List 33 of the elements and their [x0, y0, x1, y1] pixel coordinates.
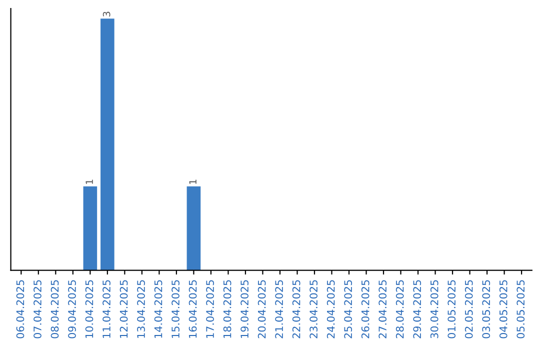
data-label: 3	[102, 12, 110, 16]
x-tick-label: 19.04.2025	[240, 280, 248, 338]
x-tick-label: 29.04.2025	[413, 280, 422, 338]
data-label: 1	[189, 180, 196, 184]
x-tick-label: 16.04.2025	[188, 280, 197, 338]
x-tick-label: 03.05.2025	[482, 280, 490, 338]
x-tick-label: 18.04.2025	[223, 280, 232, 338]
x-tick-label: 24.04.2025	[326, 280, 335, 338]
x-tick-label: 12.04.2025	[120, 280, 128, 338]
x-tick-label: 14.04.2025	[154, 280, 162, 338]
data-label: 1	[86, 180, 93, 184]
x-tick-label: 09.04.2025	[68, 280, 76, 338]
x-tick-label: 28.04.2025	[396, 280, 404, 338]
x-tick-label: 21.04.2025	[275, 280, 283, 338]
x-tick-label: 25.04.2025	[344, 280, 352, 338]
x-tick-label: 26.04.2025	[361, 280, 370, 338]
x-tick-label: 20.04.2025	[258, 280, 266, 338]
x-tick-label: 17.04.2025	[206, 280, 214, 338]
x-tick-label: 07.04.2025	[34, 280, 42, 338]
x-tick-label: 01.05.2025	[448, 280, 456, 338]
x-tick-label: 11.04.2025	[102, 280, 110, 338]
x-tick-label: 08.04.2025	[50, 280, 59, 338]
x-tick-label: 13.04.2025	[137, 280, 145, 338]
x-tick-label: 23.04.2025	[310, 280, 318, 338]
x-tick-label: 06.04.2025	[16, 280, 24, 338]
x-tick-label: 15.04.2025	[172, 280, 180, 338]
x-tick-label: 30.04.2025	[430, 280, 438, 338]
x-tick-label: 22.04.2025	[292, 280, 300, 338]
x-tick-label: 05.05.2025	[516, 280, 525, 338]
x-tick-label: 04.05.2025	[499, 280, 508, 338]
x-tick-label: 02.05.2025	[464, 280, 473, 338]
x-tick-label: 27.04.2025	[378, 280, 387, 338]
x-tick-label: 10.04.2025	[85, 280, 94, 338]
